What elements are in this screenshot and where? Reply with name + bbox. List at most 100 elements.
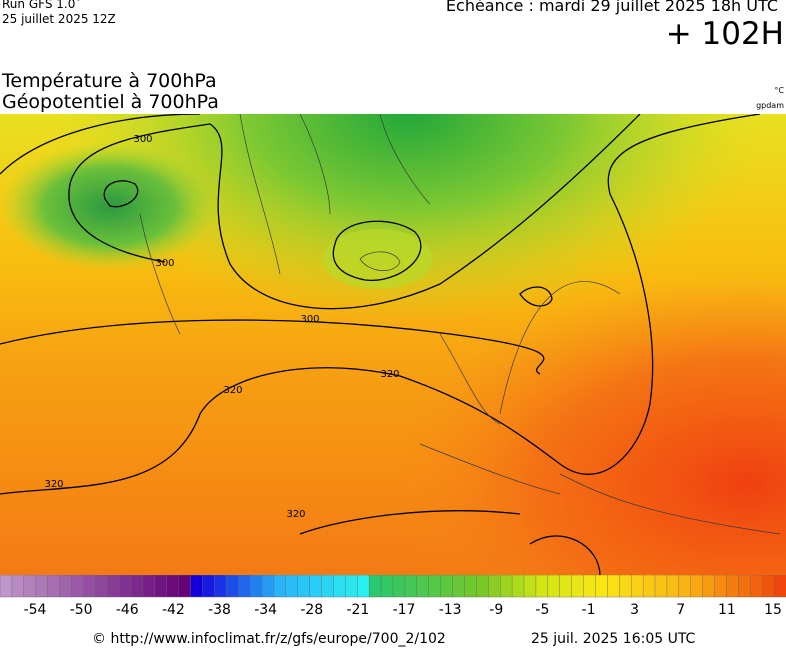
color-cell bbox=[642, 575, 656, 598]
color-cell bbox=[59, 575, 73, 598]
color-scale-label: -13 bbox=[439, 602, 462, 618]
color-cell bbox=[523, 575, 537, 598]
color-cell bbox=[309, 575, 323, 598]
contour-label: 320 bbox=[380, 369, 399, 380]
color-scale-label: -46 bbox=[116, 602, 139, 618]
title-temperature: Température à 700hPa bbox=[2, 70, 217, 92]
contours bbox=[0, 114, 761, 577]
color-scale-label: 11 bbox=[718, 602, 736, 618]
color-cell bbox=[571, 575, 585, 598]
color-cell bbox=[249, 575, 263, 598]
color-cell bbox=[47, 575, 61, 598]
color-cell bbox=[380, 575, 394, 598]
source-url: © http://www.infoclimat.fr/z/gfs/europe/… bbox=[92, 631, 446, 647]
color-cell bbox=[464, 575, 478, 598]
unit-geopotential: gpdam bbox=[756, 101, 784, 110]
color-cell bbox=[368, 575, 382, 598]
color-cell bbox=[440, 575, 454, 598]
color-cell bbox=[726, 575, 740, 598]
color-cell bbox=[106, 575, 120, 598]
forecast-time: Echéance : mardi 29 juillet 2025 18h UTC bbox=[445, 0, 778, 15]
color-scale-label: -50 bbox=[70, 602, 93, 618]
timestamp: 25 juil. 2025 16:05 UTC bbox=[531, 631, 696, 647]
contour-label: 300 bbox=[155, 258, 174, 269]
warm-area bbox=[0, 114, 786, 576]
color-cell bbox=[595, 575, 609, 598]
color-scale-label: -34 bbox=[254, 602, 277, 618]
color-cell bbox=[35, 575, 49, 598]
color-cell bbox=[166, 575, 180, 598]
color-cell bbox=[678, 575, 692, 598]
color-scale-label: -21 bbox=[346, 602, 369, 618]
color-cell bbox=[630, 575, 644, 598]
color-cell bbox=[0, 575, 13, 598]
color-cell bbox=[476, 575, 489, 598]
color-cell bbox=[761, 575, 775, 598]
color-cell bbox=[95, 575, 108, 598]
color-cell bbox=[702, 575, 716, 598]
color-scale-label: 15 bbox=[764, 602, 782, 618]
color-cell bbox=[190, 575, 204, 598]
contour-label: 320 bbox=[286, 509, 305, 520]
run-date: 25 juillet 2025 12Z bbox=[2, 12, 116, 26]
color-cell bbox=[11, 575, 25, 598]
color-scale-label: 3 bbox=[630, 602, 639, 618]
color-scale-label: -9 bbox=[489, 602, 503, 618]
color-cell bbox=[71, 575, 85, 598]
contour-label: 300 bbox=[133, 134, 152, 145]
color-cell bbox=[416, 575, 430, 598]
color-cell bbox=[178, 575, 192, 598]
color-cell bbox=[142, 575, 156, 598]
color-cell bbox=[511, 575, 525, 598]
color-cell bbox=[654, 575, 668, 598]
color-cell bbox=[738, 575, 751, 598]
color-cell bbox=[118, 575, 132, 598]
color-scale-label: -28 bbox=[300, 602, 323, 618]
contour-label: 320 bbox=[44, 479, 63, 490]
color-cell bbox=[333, 575, 347, 598]
color-cell bbox=[607, 575, 620, 598]
color-cell bbox=[535, 575, 549, 598]
color-scale-label: -17 bbox=[393, 602, 416, 618]
color-cell bbox=[154, 575, 168, 598]
color-cell bbox=[357, 575, 370, 598]
color-cell bbox=[619, 575, 632, 598]
color-cell bbox=[583, 575, 597, 598]
color-cell bbox=[750, 575, 763, 598]
contour-label: 320 bbox=[223, 385, 242, 396]
color-cell bbox=[214, 575, 227, 598]
color-cell bbox=[237, 575, 251, 598]
color-scale-label: -54 bbox=[24, 602, 47, 618]
color-cell bbox=[392, 575, 406, 598]
coastlines bbox=[139, 114, 781, 535]
color-scale-label: -1 bbox=[582, 602, 596, 618]
color-cell bbox=[261, 575, 275, 598]
color-scale-label: -5 bbox=[535, 602, 549, 618]
color-scale-label: 7 bbox=[676, 602, 685, 618]
lead-time: + 102H bbox=[665, 16, 784, 52]
color-cell bbox=[452, 575, 466, 598]
color-cell bbox=[428, 575, 442, 598]
color-cell bbox=[297, 575, 311, 598]
color-cell bbox=[130, 575, 144, 598]
color-cell bbox=[273, 575, 287, 598]
color-cell bbox=[547, 575, 561, 598]
unit-temperature: °C bbox=[774, 86, 784, 95]
color-cell bbox=[499, 575, 513, 598]
color-cell bbox=[83, 575, 96, 598]
color-cell bbox=[226, 575, 239, 598]
color-cell bbox=[345, 575, 358, 598]
color-cell bbox=[202, 575, 216, 598]
weather-map: 300 300 300 320 320 320 320 bbox=[0, 114, 786, 577]
color-cell bbox=[404, 575, 418, 598]
color-cell bbox=[559, 575, 573, 598]
color-cell bbox=[285, 575, 299, 598]
color-cell bbox=[321, 575, 335, 598]
color-cell bbox=[488, 575, 501, 598]
color-cell bbox=[666, 575, 680, 598]
contour-label: 300 bbox=[300, 314, 319, 325]
run-label: Run GFS 1.0˚ bbox=[2, 0, 82, 11]
color-scale-label: -42 bbox=[162, 602, 185, 618]
title-geopotential: Géopotentiel à 700hPa bbox=[2, 91, 219, 113]
